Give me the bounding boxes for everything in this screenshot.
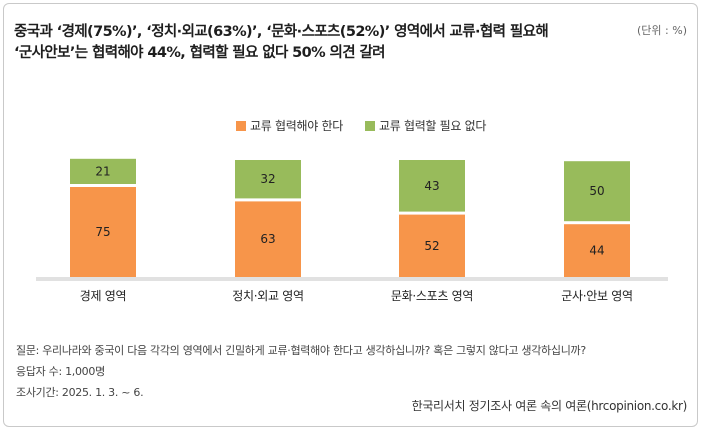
category-label-politics: 정치·외교 영역 xyxy=(232,289,303,303)
chart-title: 중국과 ‘경제(75%)’, ‘정치·외교(63%)’, ‘문화·스포츠(52%… xyxy=(14,22,549,64)
bar-disagree-security xyxy=(564,161,630,222)
chart-baseline xyxy=(36,277,668,281)
bar-agree-politics xyxy=(235,201,301,277)
title-line-1: 중국과 ‘경제(75%)’, ‘정치·외교(63%)’, ‘문화·스포츠(52%… xyxy=(14,24,549,40)
legend-item-disagree: 교류 협력할 필요 없다 xyxy=(364,117,487,134)
category-label-security: 군사·안보 영역 xyxy=(561,289,632,303)
value-label-disagree-security: 50 xyxy=(589,184,604,198)
value-label-agree-culture: 52 xyxy=(424,239,439,253)
legend-label-disagree: 교류 협력할 필요 없다 xyxy=(378,119,487,133)
legend: 교류 협력해야 한다 교류 협력할 필요 없다 xyxy=(236,117,508,134)
bar-agree-culture xyxy=(399,214,465,277)
chart-footer: 질문: 우리나라와 중국이 다음 각각의 영역에서 긴밀하게 교류·협력해야 한… xyxy=(16,340,586,403)
value-label-disagree-culture: 43 xyxy=(424,179,439,193)
title-line-2: ‘군사안보’는 협력해야 44%, 협력할 필요 없다 50% 의견 갈려 xyxy=(14,45,386,61)
bar-agree-economy xyxy=(70,187,136,277)
legend-label-agree: 교류 협력해야 한다 xyxy=(250,119,343,133)
source-credit: 한국리서치 정기조사 여론 속의 여론(hrcopinion.co.kr) xyxy=(411,399,688,413)
survey-question: 질문: 우리나라와 중국이 다음 각각의 영역에서 긴밀하게 교류·협력해야 한… xyxy=(16,344,586,357)
value-label-agree-economy: 75 xyxy=(95,225,110,239)
value-label-disagree-politics: 32 xyxy=(260,172,275,186)
value-label-disagree-economy: 21 xyxy=(95,164,110,178)
category-label-economy: 경제 영역 xyxy=(80,289,126,303)
survey-period: 조사기간: 2025. 1. 3. ~ 6. xyxy=(16,386,144,399)
legend-swatch-agree xyxy=(236,120,246,131)
legend-item-agree: 교류 협력해야 한다 xyxy=(236,117,343,134)
value-label-agree-security: 44 xyxy=(589,244,604,258)
bar-disagree-culture xyxy=(399,160,465,212)
legend-swatch-disagree xyxy=(364,120,375,131)
bar-disagree-economy xyxy=(70,158,136,184)
category-label-culture: 문화·스포츠 영역 xyxy=(391,289,473,303)
bar-disagree-politics xyxy=(235,160,301,199)
respondent-count: 응답자 수: 1,000명 xyxy=(16,365,105,378)
value-label-agree-politics: 63 xyxy=(260,232,275,246)
bar-agree-security xyxy=(564,224,630,277)
unit-label: (단위 : %) xyxy=(637,24,687,37)
